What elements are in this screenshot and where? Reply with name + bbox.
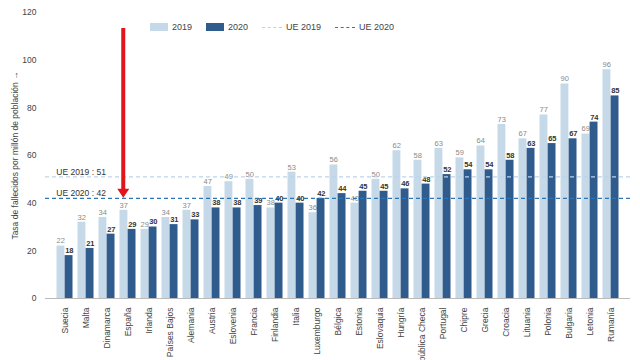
- svg-text:58: 58: [506, 151, 514, 160]
- svg-text:Grecia: Grecia: [480, 307, 490, 332]
- svg-text:42: 42: [317, 189, 325, 198]
- svg-text:Rumanía: Rumanía: [606, 307, 616, 342]
- svg-text:38: 38: [212, 198, 220, 207]
- html-text:2020: 2020: [228, 22, 249, 32]
- svg-text:30: 30: [149, 217, 157, 226]
- svg-text:96: 96: [603, 60, 611, 69]
- svg-text:58: 58: [414, 151, 422, 160]
- svg-text:Países Bajos: Países Bajos: [165, 308, 175, 358]
- svg-text:80: 80: [27, 103, 37, 113]
- svg-text:Estonia: Estonia: [354, 307, 364, 336]
- svg-text:44: 44: [338, 184, 347, 193]
- svg-text:Eslovenia: Eslovenia: [228, 307, 238, 344]
- svg-text:Irlanda: Irlanda: [144, 307, 154, 333]
- svg-text:62: 62: [393, 141, 401, 150]
- svg-text:59: 59: [456, 148, 464, 157]
- svg-text:0: 0: [32, 293, 37, 303]
- svg-text:38: 38: [267, 198, 275, 207]
- svg-text:38: 38: [233, 198, 241, 207]
- svg-text:20: 20: [27, 246, 37, 256]
- svg-text:Luxemburgo: Luxemburgo: [312, 307, 322, 355]
- svg-text:67: 67: [519, 129, 527, 138]
- svg-text:Italia: Italia: [291, 307, 301, 325]
- svg-text:Austria: Austria: [207, 307, 217, 334]
- svg-text:Suecia: Suecia: [60, 307, 70, 333]
- svg-text:52: 52: [443, 165, 451, 174]
- svg-text:49: 49: [224, 172, 233, 182]
- svg-text:31: 31: [170, 215, 178, 224]
- svg-text:32: 32: [78, 213, 86, 222]
- svg-text:Hungría: Hungría: [396, 307, 406, 338]
- svg-text:40: 40: [296, 193, 305, 203]
- svg-text:65: 65: [548, 134, 556, 143]
- svg-text:100: 100: [22, 55, 36, 65]
- svg-text:40: 40: [275, 193, 284, 203]
- svg-text:Portugal: Portugal: [438, 307, 448, 339]
- svg-text:47: 47: [204, 177, 212, 186]
- svg-text:Letonia: Letonia: [585, 307, 595, 335]
- svg-text:50: 50: [245, 169, 254, 179]
- svg-text:63: 63: [435, 139, 443, 148]
- svg-text:Alemania: Alemania: [186, 307, 196, 343]
- svg-text:Francia: Francia: [249, 307, 259, 336]
- svg-text:34: 34: [162, 208, 170, 217]
- svg-text:Tasa de fallecidos por millón: Tasa de fallecidos por millón de poblaci…: [10, 71, 20, 239]
- svg-text:54: 54: [464, 160, 473, 169]
- svg-text:45: 45: [380, 182, 388, 191]
- svg-text:77: 77: [540, 105, 548, 114]
- svg-text:España: España: [123, 307, 133, 336]
- svg-text:45: 45: [359, 182, 367, 191]
- svg-text:120: 120: [22, 7, 36, 17]
- svg-text:29: 29: [141, 220, 149, 229]
- svg-text:56: 56: [330, 155, 338, 164]
- svg-text:34: 34: [99, 208, 107, 217]
- svg-text:40: 40: [350, 193, 359, 203]
- svg-text:18: 18: [65, 246, 73, 255]
- svg-text:69: 69: [582, 124, 590, 133]
- svg-text:UE 2019 : 51: UE 2019 : 51: [56, 167, 106, 177]
- svg-text:53: 53: [288, 163, 296, 172]
- svg-text:50: 50: [371, 169, 380, 179]
- svg-text:Finlandia: Finlandia: [270, 307, 280, 342]
- svg-text:85: 85: [611, 86, 619, 95]
- svg-text:21: 21: [86, 239, 94, 248]
- svg-text:Eslovaquia: Eslovaquia: [375, 307, 385, 349]
- svg-text:República Checa: República Checa: [417, 307, 427, 360]
- html-text:2019: 2019: [172, 22, 192, 32]
- svg-text:73: 73: [498, 115, 506, 124]
- svg-text:Bélgica: Bélgica: [333, 307, 343, 335]
- svg-text:40: 40: [27, 198, 37, 208]
- svg-text:Bulgaria: Bulgaria: [564, 307, 574, 338]
- svg-text:46: 46: [401, 179, 409, 188]
- svg-text:Malta: Malta: [81, 307, 91, 328]
- svg-text:37: 37: [120, 201, 128, 210]
- svg-text:54: 54: [485, 160, 494, 169]
- svg-text:60: 60: [27, 150, 37, 160]
- svg-text:74: 74: [590, 113, 599, 122]
- svg-text:Lituania: Lituania: [522, 307, 532, 337]
- svg-text:Chipre: Chipre: [459, 307, 469, 332]
- svg-text:39: 39: [254, 196, 262, 205]
- svg-text:22: 22: [57, 236, 65, 245]
- svg-text:63: 63: [527, 139, 535, 148]
- svg-text:90: 90: [561, 74, 569, 83]
- svg-text:Polonia: Polonia: [543, 307, 553, 336]
- svg-text:29: 29: [128, 220, 136, 229]
- svg-text:Dinamarca: Dinamarca: [102, 307, 112, 348]
- svg-text:33: 33: [191, 210, 199, 219]
- svg-text:Croacia: Croacia: [501, 307, 511, 337]
- svg-text:48: 48: [422, 175, 430, 184]
- svg-text:UE 2020 : 42: UE 2020 : 42: [56, 188, 106, 198]
- svg-text:36: 36: [309, 203, 317, 212]
- html-text:UE 2019: UE 2019: [286, 22, 322, 32]
- svg-text:67: 67: [569, 129, 577, 138]
- svg-text:64: 64: [477, 136, 485, 145]
- svg-text:37: 37: [183, 201, 191, 210]
- html-text:UE 2020: UE 2020: [359, 22, 395, 32]
- svg-text:27: 27: [107, 225, 115, 234]
